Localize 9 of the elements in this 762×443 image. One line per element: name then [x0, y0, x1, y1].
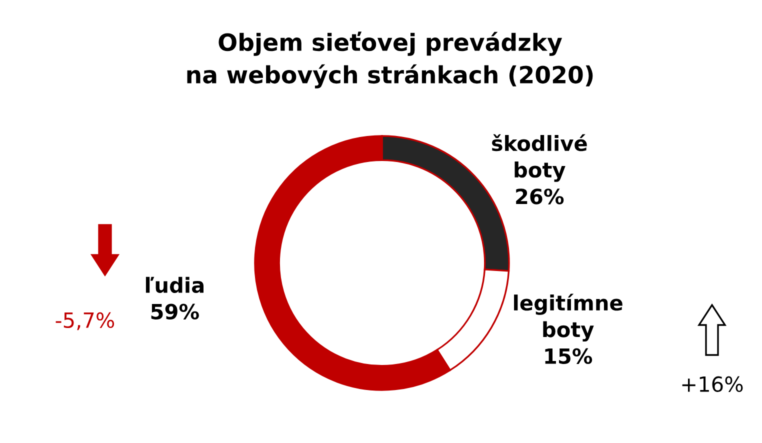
data-label: 26% — [516, 188, 564, 204]
slice-label: legitímne boty — [514, 294, 622, 342]
text: -5,7% — [56, 312, 114, 330]
text: +16% — [682, 376, 743, 392]
slice-label: škodlivé boty — [492, 134, 587, 182]
data-label: 59% — [151, 304, 199, 320]
slice-label: ľudia — [146, 276, 204, 293]
data-label: 15% — [545, 348, 592, 364]
chart-title: Objem sieťovej prevádzky na webových stránkach (2020) — [187, 32, 593, 88]
